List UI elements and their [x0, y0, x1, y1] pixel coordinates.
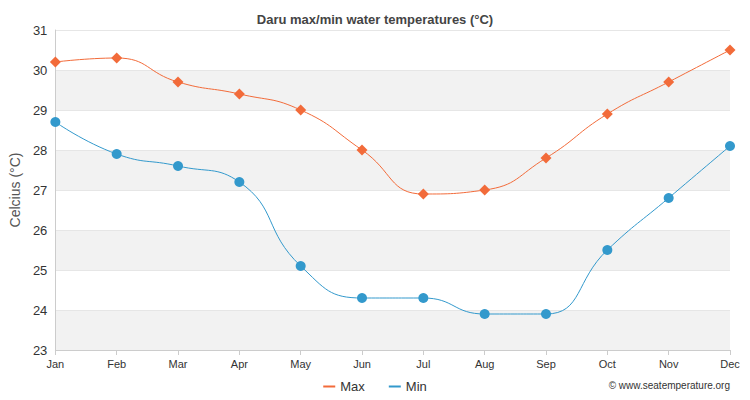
- svg-text:Mar: Mar: [169, 358, 188, 370]
- svg-text:25: 25: [33, 263, 47, 278]
- svg-text:31: 31: [33, 23, 47, 38]
- svg-text:29: 29: [33, 103, 47, 118]
- svg-text:Jan: Jan: [46, 358, 64, 370]
- svg-text:Jul: Jul: [416, 358, 430, 370]
- svg-text:May: May: [290, 358, 311, 370]
- svg-text:27: 27: [33, 183, 47, 198]
- svg-text:Sep: Sep: [536, 358, 556, 370]
- svg-text:Oct: Oct: [599, 358, 616, 370]
- svg-text:24: 24: [33, 303, 47, 318]
- svg-text:Max: Max: [340, 379, 365, 394]
- svg-text:Min: Min: [406, 379, 427, 394]
- svg-text:Feb: Feb: [107, 358, 126, 370]
- svg-text:26: 26: [33, 223, 47, 238]
- svg-text:23: 23: [33, 343, 47, 358]
- svg-text:Nov: Nov: [659, 358, 679, 370]
- svg-text:28: 28: [33, 143, 47, 158]
- svg-text:Dec: Dec: [720, 358, 740, 370]
- svg-text:Jun: Jun: [353, 358, 371, 370]
- svg-text:Aug: Aug: [475, 358, 495, 370]
- svg-text:Apr: Apr: [231, 358, 248, 370]
- svg-text:© www.seatemperature.org: © www.seatemperature.org: [609, 380, 730, 391]
- svg-text:Celcius (°C): Celcius (°C): [7, 153, 23, 228]
- svg-text:30: 30: [33, 63, 47, 78]
- svg-text:Daru max/min water temperature: Daru max/min water temperatures (°C): [257, 12, 493, 27]
